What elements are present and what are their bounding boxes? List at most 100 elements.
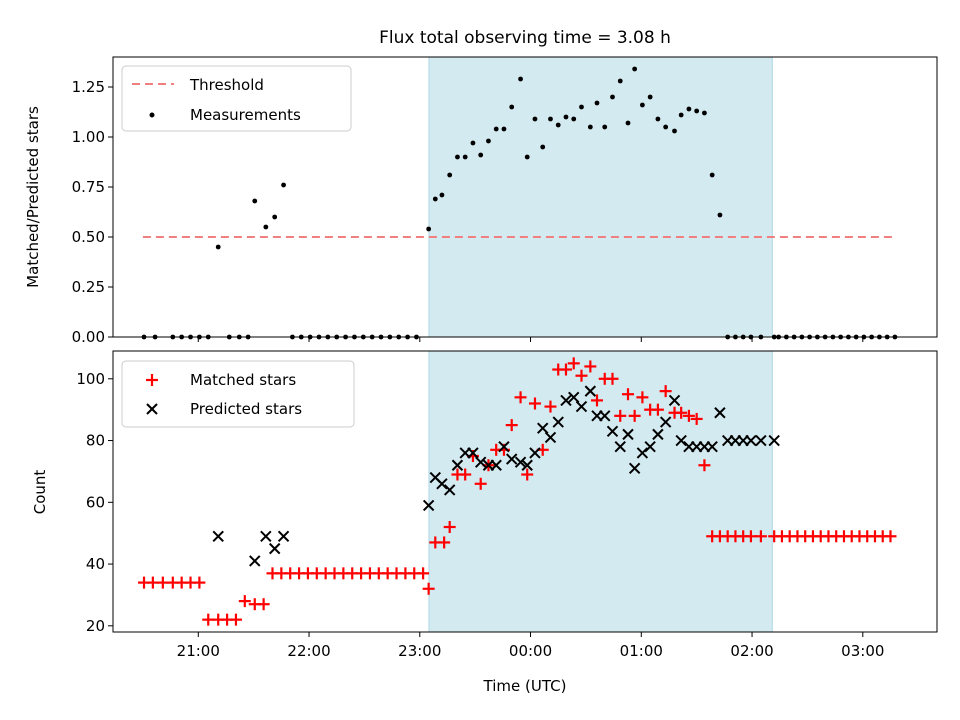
measurement-point (647, 94, 653, 100)
measurement-point (555, 122, 561, 128)
predicted-star-marker (249, 555, 261, 567)
predicted-star-marker (277, 530, 290, 542)
measurement-point (686, 106, 692, 112)
bottom-x-tick-label: 21:00 (177, 642, 220, 660)
bottom-x-tick-label: 03:00 (841, 642, 884, 660)
matched-star-marker (193, 576, 206, 589)
bottom-x-tick-label: 02:00 (730, 642, 773, 660)
legend-threshold-label: Threshold (189, 76, 264, 94)
measurement-point (272, 214, 278, 220)
predicted-star-marker (212, 530, 224, 542)
matched-star-marker (505, 419, 518, 432)
matched-star-marker (474, 477, 487, 490)
measurement-point (655, 116, 661, 122)
measurement-point (432, 196, 438, 202)
bottom-x-ticks: 21:00 22:00 23:00 00:00 01:00 02:00 03:00 (177, 632, 884, 660)
predicted-star-marker (451, 459, 464, 471)
measurement-point (540, 144, 546, 150)
measurement-point (252, 198, 258, 204)
measurement-point (509, 104, 515, 110)
predicted-star-marker (474, 456, 487, 468)
matched-star-marker (443, 521, 456, 534)
measurement-point (486, 138, 491, 144)
predicted-star-marker (529, 447, 541, 459)
measurement-point (493, 126, 499, 132)
matched-star-marker (659, 385, 672, 398)
top-y-tick-label: 0.25 (72, 278, 105, 296)
top-panel: Flux total observing time = 3.08 h 0.000… (24, 28, 938, 346)
predicted-star-marker (443, 484, 456, 496)
legend-measurements-label: Measurements (190, 106, 301, 124)
matched-star-marker (675, 406, 688, 419)
bottom-y-tick-label: 40 (86, 555, 105, 573)
bottom-x-tick-label: 01:00 (620, 642, 663, 660)
measurement-point (455, 154, 460, 160)
bottom-y-tick-label: 80 (86, 432, 105, 450)
matched-star-marker (682, 409, 695, 422)
measurement-point (625, 120, 631, 126)
measurement-point (447, 172, 453, 178)
measurement-point (439, 192, 445, 198)
top-y-tick-label: 1.00 (72, 128, 105, 146)
top-y-tick-label: 0.50 (72, 228, 105, 246)
matched-star-marker (257, 598, 270, 611)
measurement-point (426, 226, 432, 232)
measurements-layer (141, 66, 898, 340)
top-x-ticks (197, 337, 864, 342)
top-y-axis-label: Matched/Predicted stars (24, 106, 42, 288)
measurement-point (632, 66, 638, 72)
predicted-star-marker (584, 385, 597, 397)
predicted-star-marker (514, 456, 527, 468)
bottom-y-axis-label: Count (31, 470, 49, 515)
bottom-panel: 21:00 22:00 23:00 00:00 01:00 02:00 03:00 20 40… (31, 350, 938, 695)
measurement-point (518, 76, 523, 82)
predicted-star-marker (652, 428, 664, 441)
matched-star-marker (238, 595, 251, 608)
matched-star-marker (884, 530, 897, 543)
predicted-star-marker (268, 542, 281, 555)
measurement-point (694, 108, 700, 114)
measurement-point (702, 110, 707, 116)
matched-star-marker (698, 459, 711, 472)
top-chart-title: Flux total observing time = 3.08 h (379, 28, 671, 48)
measurement-point (281, 182, 286, 188)
measurement-point (587, 124, 593, 130)
measurement-point (579, 104, 584, 110)
measurement-point (263, 224, 269, 230)
top-y-tick-label: 0.75 (72, 178, 105, 196)
measurement-point (610, 94, 615, 100)
bottom-shaded-interval (428, 350, 773, 633)
measurement-point (478, 152, 484, 158)
predicted-star-marker (714, 407, 726, 419)
matched-star-marker (229, 613, 242, 626)
matched-star-marker (754, 530, 767, 543)
predicted-star-marker (659, 416, 672, 428)
matched-star-marker (567, 357, 580, 370)
bottom-y-ticks: 20 40 60 80 100 (76, 370, 113, 635)
measurement-point (215, 244, 221, 250)
matched-star-marker (521, 468, 534, 481)
matched-star-marker (514, 391, 527, 404)
bottom-x-tick-label: 00:00 (509, 642, 552, 660)
predicted-star-marker (544, 431, 557, 444)
top-y-ticks: 0.00 0.25 0.50 0.75 1.00 1.25 (72, 78, 113, 346)
matched-star-marker (590, 394, 603, 407)
top-legend-box (121, 65, 352, 132)
predicted-star-marker (755, 434, 767, 447)
matched-star-marker (544, 400, 557, 413)
legend-matched-label: Matched stars (190, 371, 296, 389)
matched-star-marker (614, 409, 627, 422)
top-legend: Threshold Measurements (121, 65, 352, 132)
matched-star-marker (584, 360, 597, 373)
predicted-star-marker (636, 447, 649, 459)
matched-star-marker (459, 468, 472, 481)
measurement-point (532, 116, 538, 122)
matched-star-marker (606, 372, 619, 385)
predicted-star-marker (606, 425, 619, 437)
predicted-star-marker (467, 447, 479, 459)
bottom-y-tick-label: 60 (86, 493, 105, 511)
bottom-x-tick-label: 23:00 (398, 642, 441, 660)
predicted-star-marker (614, 441, 626, 453)
matched-star-marker (651, 403, 664, 416)
